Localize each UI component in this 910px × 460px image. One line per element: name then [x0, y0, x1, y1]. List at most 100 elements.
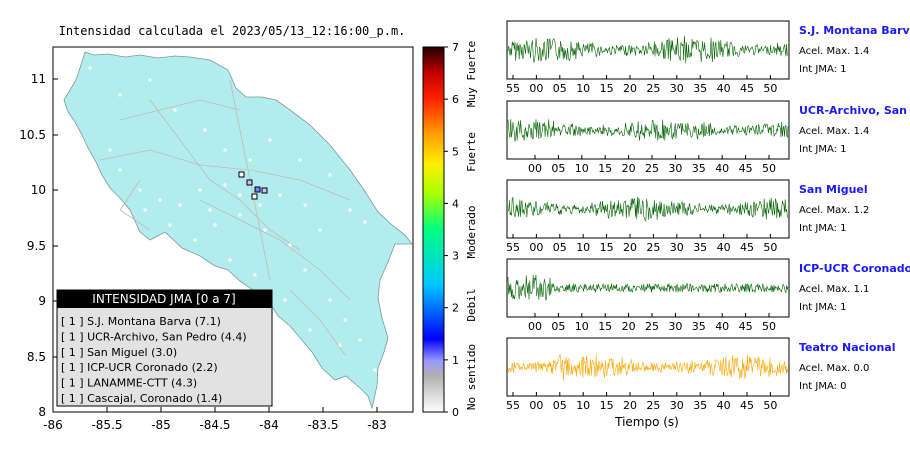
- map-x-tick-label: -83: [367, 418, 387, 432]
- town-dot: [108, 148, 112, 152]
- town-dot: [328, 298, 332, 302]
- town-dot: [118, 93, 122, 97]
- waveform-tick-label: 55: [506, 399, 520, 412]
- waveform-tick-label: 10: [576, 82, 590, 95]
- waveform-tick-label: 35: [692, 162, 706, 175]
- town-dot: [263, 228, 267, 232]
- legend-box: [56, 289, 273, 407]
- town-dot: [303, 203, 307, 207]
- waveform-tick-label: 15: [598, 162, 612, 175]
- waveform-tick-label: 50: [762, 320, 776, 333]
- waveform-tick-label: 30: [670, 399, 684, 412]
- station-jma: Int JMA: 0: [799, 381, 847, 392]
- waveform-tick-label: 05: [553, 241, 567, 254]
- station-jma: Int JMA: 1: [799, 64, 847, 75]
- town-dot: [288, 243, 292, 247]
- town-dot: [223, 183, 227, 187]
- map-x-tick-label: -85: [151, 418, 171, 432]
- waveform-panel[interactable]: 55 00 05 10 15 20 25 30 35 40 45 50 San Miguel Acel. …: [506, 179, 869, 254]
- waveform-tick-label: 45: [739, 162, 753, 175]
- town-dot: [348, 208, 352, 212]
- legend-item: [ 1 ] S.J. Montana Barva (7.1): [61, 315, 221, 328]
- waveform-panels: 55 00 05 10 15 20 25 30 35 40 45 50 S.J. Montana Bar…: [506, 20, 910, 412]
- map-y-tick-label: 8.5: [27, 350, 46, 364]
- legend-item: [ 1 ] ICP-UCR Coronado (2.2): [61, 361, 218, 374]
- station-name[interactable]: San Miguel: [799, 183, 868, 196]
- waveform-tick-label: 05: [553, 82, 567, 95]
- station-jma: Int JMA: 1: [799, 144, 847, 155]
- waveform-tick-label: 35: [693, 82, 707, 95]
- colorbar-label: No sentido: [465, 344, 478, 410]
- waveform-tick-label: 05: [551, 162, 565, 175]
- waveform-tick-label: 45: [740, 399, 754, 412]
- town-dot: [308, 328, 312, 332]
- station-name[interactable]: UCR-Archivo, San Pedro: [799, 104, 910, 117]
- waveform-tick-label: 35: [693, 399, 707, 412]
- town-dot: [358, 338, 362, 342]
- waveform-panel[interactable]: 00 05 10 15 20 25 30 35 40 45 50 UCR-Archivo, San P…: [506, 100, 910, 175]
- map-y-axis: 11 10.5 10 9.5 9 8.5 8: [19, 72, 58, 419]
- colorbar-tick-label: 0: [452, 406, 459, 419]
- station-marker-sj-montana-barva[interactable]: [238, 171, 245, 178]
- legend-item: [ 1 ] LANAMME-CTT (4.3): [61, 377, 197, 390]
- waveform-panel[interactable]: 55 00 05 10 15 20 25 30 35 40 45 50 S.J. Montana Bar…: [506, 20, 910, 95]
- town-dot: [198, 188, 202, 192]
- town-dot: [88, 66, 92, 70]
- waveform-tick-label: 00: [529, 241, 543, 254]
- station-marker-icp-ucr[interactable]: [261, 187, 268, 194]
- station-jma: Int JMA: 1: [799, 223, 847, 234]
- map-x-tick-label: -84.5: [199, 418, 230, 432]
- waveform-tick-label: 55: [506, 241, 520, 254]
- station-jma: Int JMA: 1: [799, 302, 847, 313]
- town-dot: [168, 223, 172, 227]
- waveform-tick-label: 45: [739, 320, 753, 333]
- waveform-tick-label: 40: [715, 162, 729, 175]
- waveform-panel[interactable]: 55 00 05 10 15 20 25 30 35 40 45 50 Teatro Nacional A…: [506, 337, 896, 412]
- colorbar-tick-label: 6: [452, 93, 459, 106]
- station-marker-cascajal[interactable]: [246, 179, 253, 186]
- waveform-tick-label: 20: [622, 320, 636, 333]
- legend-items: [ 1 ] S.J. Montana Barva (7.1) [ 1 ] UCR-…: [61, 315, 247, 405]
- legend-item: [ 1 ] Cascajal, Coronado (1.4): [61, 392, 222, 405]
- station-accel: Acel. Max. 0.0: [799, 363, 869, 374]
- map-title: Intensidad calculada el 2023/05/13_12:16…: [59, 24, 406, 38]
- intensity-map[interactable]: -86 -85.5 -85 -84.5 -84 -83.5 -83 11 10.5 10 9.5 9…: [19, 46, 414, 432]
- waveform-tick-label: 45: [740, 82, 754, 95]
- waveform-tick-label: 50: [762, 162, 776, 175]
- station-marker-ucr-archivo[interactable]: [254, 186, 261, 193]
- waveform-tick-label: 30: [670, 241, 684, 254]
- waveform-panel[interactable]: 00 05 10 15 20 25 30 35 40 45 50 ICP-UCR Coronado Ac…: [506, 258, 910, 333]
- town-dot: [318, 228, 322, 232]
- waveform-tick-label: 05: [553, 399, 567, 412]
- waveform-tick-label: 50: [763, 399, 777, 412]
- map-y-tick-label: 10.5: [19, 128, 46, 142]
- colorbar-labels: Muy Fuerte Fuerte Moderado Debil No sentido: [465, 41, 478, 410]
- map-x-tick-label: -86: [43, 418, 63, 432]
- town-dot: [238, 193, 242, 197]
- waveform-trace: [507, 354, 789, 381]
- town-dot: [343, 318, 347, 322]
- colorbar-tick-label: 3: [452, 250, 459, 263]
- station-name[interactable]: S.J. Montana Barva: [799, 24, 910, 37]
- waveform-tick-label: 20: [623, 82, 637, 95]
- map-x-tick-label: -83.5: [307, 418, 338, 432]
- station-name[interactable]: ICP-UCR Coronado: [799, 262, 910, 275]
- town-dot: [328, 173, 332, 177]
- town-dot: [193, 238, 197, 242]
- station-marker-san-miguel[interactable]: [251, 193, 258, 200]
- waveform-trace: [507, 196, 789, 222]
- station-markers[interactable]: [238, 171, 268, 200]
- waveform-tick-label: 40: [717, 399, 731, 412]
- town-dot: [298, 158, 302, 162]
- town-dot: [158, 198, 162, 202]
- station-name[interactable]: Teatro Nacional: [799, 341, 896, 354]
- town-dot: [258, 203, 262, 207]
- waveform-tick-label: 55: [506, 82, 520, 95]
- town-dot: [213, 223, 217, 227]
- waveform-tick-label: 00: [529, 82, 543, 95]
- waveform-tick-label: 15: [600, 399, 614, 412]
- map-y-tick-label: 10: [31, 183, 46, 197]
- map-y-tick-label: 9: [38, 294, 46, 308]
- costa-rica-land: [63, 51, 413, 410]
